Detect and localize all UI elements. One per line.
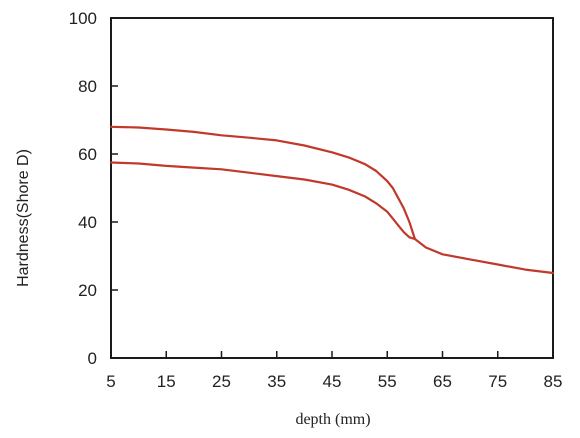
x-tick-label: 15 [157,372,176,391]
y-tick-label: 80 [78,77,97,96]
x-tick-label: 45 [323,372,342,391]
x-tick-label: 25 [212,372,231,391]
y-tick-label: 60 [78,145,97,164]
x-tick-label: 85 [544,372,563,391]
series-line-2 [109,161,416,241]
x-tick-label: 35 [267,372,286,391]
series-line-1 [109,125,555,275]
plot-frame [110,17,554,359]
x-axis-title: depth (mm) [295,411,370,428]
y-tick-label: 100 [69,9,97,28]
x-tick-label: 55 [378,372,397,391]
x-tick-label: 5 [106,372,115,391]
y-tick-label: 40 [78,213,97,232]
y-axis-title: Hardness(Shore D) [15,149,32,287]
x-tick-label: 75 [488,372,507,391]
y-tick-label: 0 [88,349,97,368]
y-tick-label: 20 [78,281,97,300]
x-tick-label: 65 [433,372,452,391]
